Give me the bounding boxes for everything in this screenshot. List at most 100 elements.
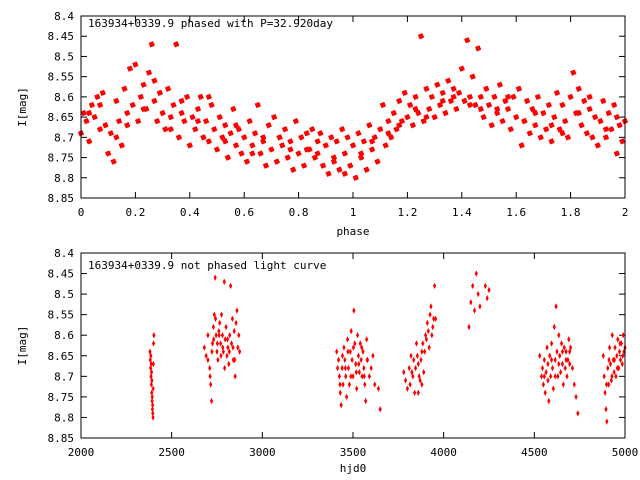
data-point xyxy=(215,340,219,347)
data-point xyxy=(213,274,217,281)
data-point xyxy=(167,113,174,121)
data-point xyxy=(209,397,214,405)
x-tick-label: 1 xyxy=(350,206,357,219)
data-point xyxy=(232,122,240,129)
data-point xyxy=(476,290,480,298)
data-point xyxy=(173,41,180,48)
data-point xyxy=(222,278,226,285)
data-point xyxy=(427,344,431,351)
data-point xyxy=(335,348,339,355)
data-point xyxy=(564,356,568,364)
data-point xyxy=(613,150,620,157)
data-point xyxy=(243,158,251,165)
data-point xyxy=(566,356,570,364)
data-point xyxy=(568,348,572,355)
data-point xyxy=(162,126,169,133)
data-point xyxy=(559,340,564,347)
data-point xyxy=(226,344,230,351)
data-point xyxy=(366,122,373,129)
data-point xyxy=(365,336,369,343)
data-point xyxy=(129,101,136,109)
data-point xyxy=(295,150,302,157)
data-point xyxy=(212,311,216,318)
data-point xyxy=(574,393,578,401)
data-point xyxy=(341,170,348,177)
data-point xyxy=(300,162,308,169)
data-point xyxy=(562,118,569,125)
phased-light-curve-panel: 8.4 8.45 8.5 8.55 8.6 8.65 8.7 8.75 8.8 8.85 0 0.2… xyxy=(16,10,628,238)
data-point xyxy=(181,118,188,125)
data-point xyxy=(189,113,196,121)
data-point xyxy=(225,336,230,343)
data-point xyxy=(230,105,237,113)
data-point xyxy=(568,360,572,368)
data-point xyxy=(216,113,223,121)
data-point xyxy=(617,348,622,355)
data-point xyxy=(276,134,283,141)
data-point xyxy=(471,282,475,290)
data-point xyxy=(337,373,341,380)
data-point xyxy=(208,101,215,109)
data-point xyxy=(439,97,446,105)
x-tick-label: 5000 xyxy=(612,446,639,459)
data-point xyxy=(121,85,128,92)
data-point xyxy=(340,352,345,359)
data-point xyxy=(565,373,569,380)
data-point xyxy=(154,118,161,125)
data-point xyxy=(416,360,420,368)
data-point xyxy=(227,348,231,355)
y-tick-label: 8.5 xyxy=(54,288,74,301)
data-point xyxy=(610,101,618,109)
data-point xyxy=(423,113,430,121)
data-point xyxy=(246,118,253,125)
data-point xyxy=(537,134,544,141)
data-point xyxy=(218,319,222,327)
data-point xyxy=(213,315,218,322)
data-point xyxy=(132,61,139,68)
data-point xyxy=(616,122,623,129)
data-point xyxy=(152,332,156,339)
data-point xyxy=(355,130,362,137)
data-point xyxy=(605,418,609,425)
data-point xyxy=(151,97,158,105)
data-point xyxy=(223,336,227,343)
data-point xyxy=(362,373,366,380)
data-point xyxy=(236,344,240,351)
data-point xyxy=(340,364,344,372)
data-point xyxy=(233,373,237,380)
y-tick-label: 8.6 xyxy=(54,91,74,104)
data-point xyxy=(347,381,351,388)
data-point xyxy=(416,389,420,396)
x-tick-label: 0.2 xyxy=(125,206,145,219)
data-point xyxy=(453,105,460,113)
data-point xyxy=(214,332,218,339)
data-point xyxy=(543,389,547,396)
y-tick-label: 8.55 xyxy=(48,71,75,84)
data-point xyxy=(412,105,419,113)
data-point xyxy=(99,89,106,96)
data-point xyxy=(412,93,419,101)
x-tick-label: 1.6 xyxy=(506,206,526,219)
data-point xyxy=(478,303,482,310)
data-point xyxy=(341,381,345,388)
data-point xyxy=(309,126,316,133)
data-point xyxy=(583,130,591,137)
data-point xyxy=(559,101,566,109)
x-tick-label: 3500 xyxy=(340,446,367,459)
x-tick-label: 0.8 xyxy=(289,206,309,219)
data-point xyxy=(360,138,368,145)
data-point xyxy=(338,126,346,133)
data-point xyxy=(425,319,429,327)
data-point xyxy=(355,332,360,339)
data-point xyxy=(233,356,237,364)
data-point xyxy=(342,344,346,351)
data-point xyxy=(378,406,382,413)
data-point xyxy=(612,369,616,376)
data-point xyxy=(600,97,607,105)
data-point xyxy=(349,327,353,335)
y-tick-label: 8.65 xyxy=(48,111,75,124)
data-point xyxy=(151,360,155,368)
data-point xyxy=(202,118,210,125)
data-point xyxy=(211,323,215,331)
data-point xyxy=(270,113,278,121)
